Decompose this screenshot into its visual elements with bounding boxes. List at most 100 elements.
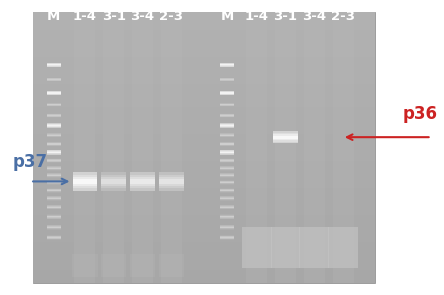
Bar [220,151,234,152]
Bar [47,106,61,107]
Bar [220,104,234,105]
Bar [47,123,61,124]
Bar [72,254,98,277]
Bar [33,130,375,134]
Bar [299,227,329,268]
Bar [33,188,375,193]
Bar [159,184,184,186]
Bar [130,186,155,188]
Bar [101,188,126,191]
Bar [47,93,61,94]
Bar [220,143,234,144]
Bar [220,79,234,80]
Bar [220,200,234,201]
Bar [72,181,97,184]
Bar [33,30,375,35]
Text: 3-4: 3-4 [131,10,155,23]
Bar [33,260,375,265]
Bar [220,102,234,103]
Bar [33,242,375,247]
Bar [33,270,375,274]
Bar [159,179,184,181]
Bar [47,152,61,153]
Bar [220,188,234,189]
Bar [220,134,234,135]
Bar [33,206,375,211]
Bar [33,102,375,107]
Bar [47,184,61,185]
Bar [33,247,375,252]
Bar [220,126,234,127]
Bar [33,12,375,283]
Bar [33,197,375,202]
Bar [47,227,61,228]
Bar [132,12,153,283]
Bar [47,117,61,118]
Bar [47,236,61,237]
Bar [47,177,61,178]
Bar [47,144,61,145]
Bar [220,214,234,215]
Bar [220,205,234,206]
Bar [220,133,234,134]
Bar [47,81,61,82]
Bar [33,39,375,43]
Bar [47,238,61,239]
Bar [33,43,375,48]
Bar [33,75,375,80]
Bar [33,107,375,111]
Bar [47,216,61,217]
Bar [220,160,234,161]
Text: 3-1: 3-1 [274,10,297,23]
Bar [220,170,234,171]
Bar [47,159,61,160]
Bar [47,205,61,206]
Bar [47,176,61,177]
Bar [220,81,234,82]
Bar [47,64,61,65]
Bar [33,12,375,16]
Bar [220,167,234,168]
Bar [220,192,234,193]
Bar [33,48,375,53]
Bar [220,196,234,197]
Bar [220,181,234,182]
Bar [47,153,61,154]
Bar [304,12,325,283]
Bar [220,169,234,170]
Bar [47,80,61,81]
Bar [47,180,61,181]
Bar [47,143,61,144]
Bar [220,66,234,67]
Bar [47,142,61,143]
Bar [220,150,234,151]
Bar [273,134,298,136]
Bar [47,214,61,215]
Bar [47,116,61,117]
Bar [72,172,97,175]
Bar [220,216,234,217]
Bar [220,239,234,240]
Bar [220,236,234,237]
Bar [47,105,61,106]
Bar [220,228,234,229]
Bar [220,173,234,174]
Bar [33,53,375,57]
Bar [47,191,61,192]
Bar [47,113,61,114]
Bar [273,136,298,137]
Bar [130,177,155,179]
Bar [220,174,234,175]
Bar [220,207,234,208]
Bar [47,115,61,116]
Bar [33,165,375,170]
Bar [47,181,61,182]
Bar [220,191,234,192]
Bar [220,123,234,124]
Bar [220,198,234,199]
Bar [220,152,234,153]
Bar [220,238,234,239]
Bar [130,254,155,277]
Bar [47,167,61,168]
Bar [220,168,234,169]
